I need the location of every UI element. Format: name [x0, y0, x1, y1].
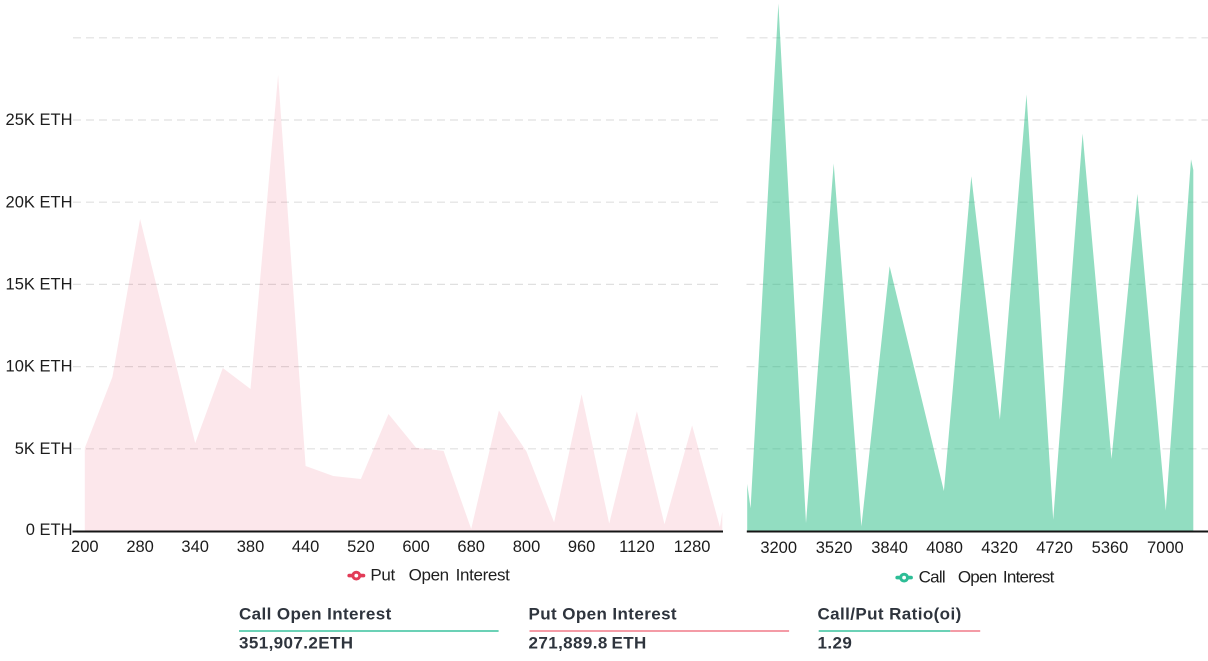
svg-text:340: 340: [181, 538, 209, 556]
svg-text:5K ETH: 5K ETH: [15, 440, 73, 458]
svg-text:10K ETH: 10K ETH: [6, 358, 73, 376]
svg-text:5360: 5360: [1092, 539, 1129, 557]
svg-text:1.29: 1.29: [818, 633, 853, 652]
svg-text:520: 520: [347, 538, 375, 556]
svg-text:7000: 7000: [1147, 539, 1184, 557]
svg-text:280: 280: [126, 538, 154, 556]
svg-text:3840: 3840: [871, 539, 908, 557]
svg-text:271,889.8 ETH: 271,889.8 ETH: [529, 633, 647, 652]
svg-text:960: 960: [568, 538, 596, 556]
svg-text:440: 440: [292, 538, 320, 556]
svg-text:Put Open Interest: Put Open Interest: [370, 565, 510, 584]
svg-text:0 ETH: 0 ETH: [26, 521, 73, 539]
svg-text:351,907.2ETH: 351,907.2ETH: [239, 633, 353, 652]
svg-text:Call Open Interest: Call Open Interest: [919, 567, 1055, 586]
svg-text:4720: 4720: [1036, 539, 1073, 557]
svg-text:680: 680: [457, 538, 485, 556]
svg-text:4320: 4320: [981, 539, 1018, 557]
svg-text:3200: 3200: [760, 539, 797, 557]
svg-text:25K ETH: 25K ETH: [6, 111, 73, 129]
svg-text:3520: 3520: [816, 539, 853, 557]
svg-text:200: 200: [71, 538, 99, 556]
svg-text:1120: 1120: [619, 538, 654, 556]
svg-text:380: 380: [237, 538, 265, 556]
svg-text:1280: 1280: [674, 538, 711, 556]
svg-text:800: 800: [513, 538, 541, 556]
svg-text:Call/Put Ratio(oi): Call/Put Ratio(oi): [818, 604, 962, 623]
svg-text:4080: 4080: [926, 539, 963, 557]
svg-text:15K ETH: 15K ETH: [6, 276, 73, 294]
svg-text:Put Open Interest: Put Open Interest: [529, 604, 678, 623]
svg-text:20K ETH: 20K ETH: [6, 193, 73, 211]
svg-text:Call Open Interest: Call Open Interest: [239, 604, 392, 623]
svg-text:600: 600: [402, 538, 430, 556]
